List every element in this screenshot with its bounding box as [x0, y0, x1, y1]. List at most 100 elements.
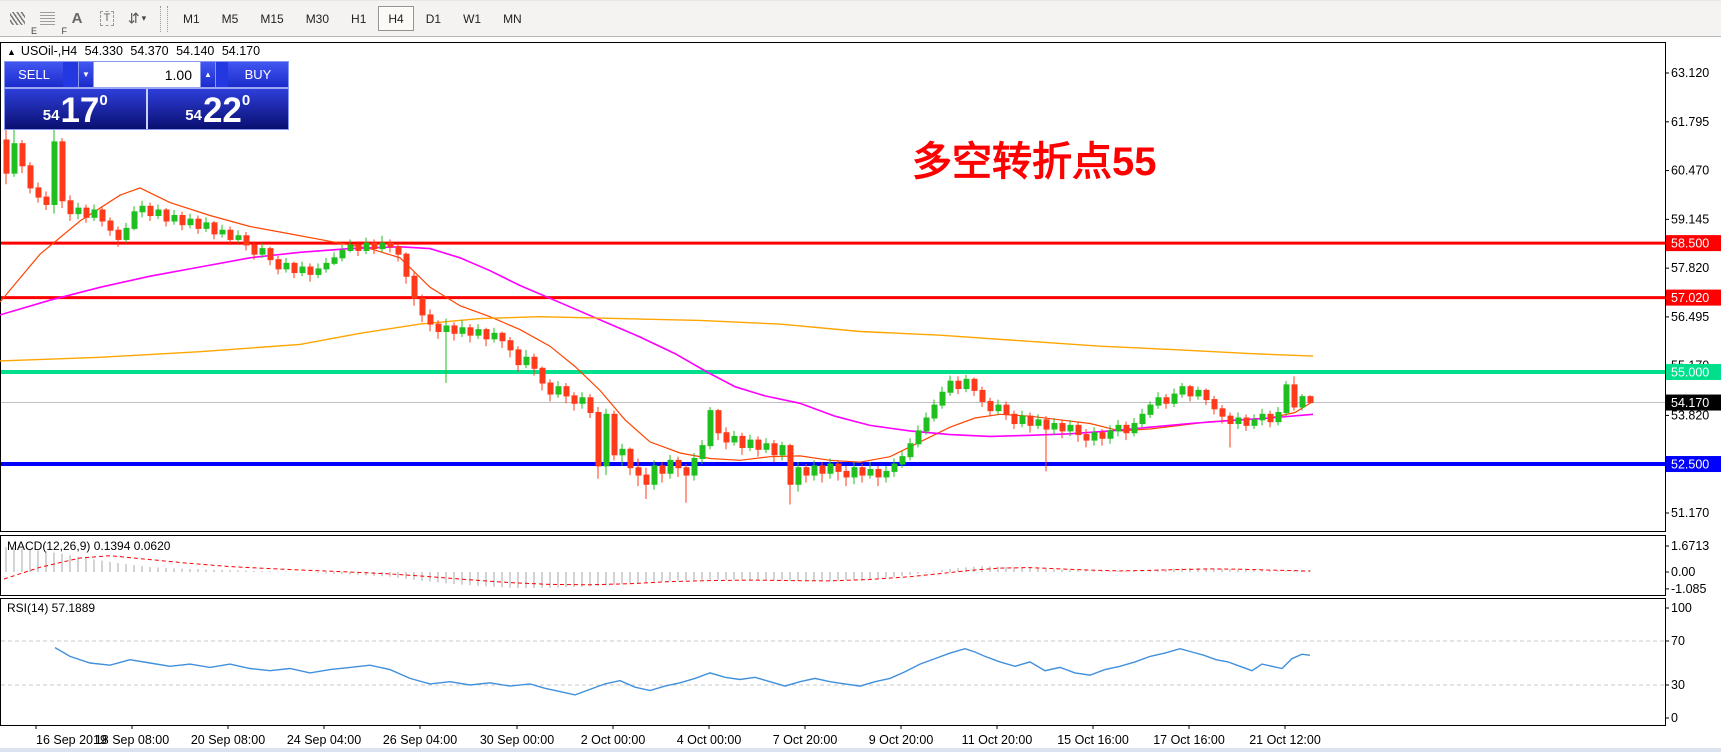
candle-body	[355, 244, 362, 251]
chart-annotation-text[interactable]: 多空转折点55	[912, 140, 1157, 184]
price-highlight-badge	[1666, 394, 1721, 411]
fibonacci-icon[interactable]: F	[32, 5, 67, 36]
candle-body	[427, 314, 434, 325]
timeframe-button-m5[interactable]: M5	[221, 11, 239, 26]
candle-body	[979, 389, 986, 402]
quote-bar: ▲ USOil-,H4 54.330 54.370 54.140 54.170	[7, 44, 264, 58]
candle-body	[587, 397, 594, 413]
lines-gallery-icon[interactable]: E	[2, 5, 37, 36]
macd-signal-line	[3, 555, 1311, 586]
candle-body	[107, 220, 114, 231]
candle-body	[235, 235, 242, 240]
rsi-line	[54, 646, 1311, 696]
candle-body	[83, 207, 90, 218]
timeframe-button-m1[interactable]: M1	[183, 11, 200, 26]
candle-body	[515, 349, 522, 366]
candle-body	[699, 445, 706, 460]
candle-body	[691, 458, 698, 476]
candle-body	[19, 143, 26, 167]
candle-body	[267, 248, 274, 261]
date-axis-label: 15 Oct 16:00	[1057, 733, 1129, 747]
candle-body	[1019, 415, 1026, 425]
timeframe-button-m15[interactable]: M15	[260, 11, 284, 26]
rsi-axis-label: 30	[1671, 678, 1685, 692]
buy-price-sup: 0	[241, 92, 251, 109]
volume-increase-button[interactable]: ▲	[200, 62, 216, 87]
candle-body	[739, 435, 746, 448]
price-highlight-label: 58.500	[1671, 237, 1709, 251]
candle-body	[211, 222, 218, 235]
candle-body	[371, 242, 378, 250]
price-highlight-label: 54.170	[1671, 396, 1709, 410]
candle-body	[507, 340, 514, 351]
candle-body	[635, 467, 642, 476]
candle-body	[683, 467, 690, 476]
text-icon[interactable]: A	[71, 10, 83, 27]
volume-input[interactable]: 1.00	[94, 62, 200, 87]
candle-body	[923, 417, 930, 432]
timeframe-button-mn[interactable]: MN	[503, 11, 522, 26]
candle-body	[259, 248, 266, 255]
candle-body	[1187, 386, 1194, 397]
buy-price-tile[interactable]: 54 22 0	[147, 89, 288, 131]
candle-body	[323, 262, 330, 270]
chevron-down-icon[interactable]: ▾	[141, 13, 147, 23]
candle-body	[499, 332, 506, 342]
candle-body	[475, 329, 482, 336]
drawing-tools-group: E F A T ⇵ ▾	[2, 5, 152, 36]
buy-price-small: 54	[185, 107, 202, 124]
candle-body	[1099, 432, 1106, 439]
sell-price-tile[interactable]: 54 17 0	[5, 89, 146, 129]
candle-body	[667, 459, 674, 474]
candle-body	[963, 378, 970, 390]
rsi-panel-frame	[0, 598, 1666, 726]
candle-body	[947, 380, 954, 393]
symbol-collapse-icon[interactable]: ▲	[7, 47, 16, 57]
candle-body	[915, 430, 922, 445]
timeframe-button-h1[interactable]: H1	[351, 11, 367, 26]
macd-axis-label: -1.085	[1671, 582, 1706, 596]
timeframe-button-m30[interactable]: M30	[305, 11, 330, 26]
candle-body	[755, 439, 762, 450]
toolbar: E F A T ⇵ ▾ M1 M5 M15 M30 H1 H4 D1 W1 MN	[0, 0, 1721, 37]
candle-body	[115, 229, 122, 240]
text-label-icon[interactable]: T	[92, 5, 122, 32]
candle-body	[283, 262, 290, 270]
date-axis-label: 18 Sep 08:00	[95, 733, 169, 747]
sell-button[interactable]: SELL	[5, 62, 63, 87]
ma-fast-red-line	[0, 187, 1314, 463]
date-axis-label: 9 Oct 20:00	[869, 733, 934, 747]
timeframe-button-h4[interactable]: H4	[378, 6, 414, 31]
timeframe-button-d1[interactable]: D1	[425, 11, 442, 26]
volume-decrease-button[interactable]: ▼	[78, 62, 94, 87]
candle-body	[291, 262, 298, 274]
one-click-trading-panel: SELL ▼ 1.00 ▲ BUY 54 17 0 54 22 0	[4, 61, 289, 130]
date-axis-label: 21 Oct 12:00	[1249, 733, 1321, 747]
quote-close: 54.170	[221, 44, 261, 58]
buy-price-big: 22	[202, 91, 242, 131]
timeframe-button-w1[interactable]: W1	[463, 11, 482, 26]
candle-body	[275, 259, 282, 270]
candle-body	[787, 445, 794, 485]
candle-body	[1251, 419, 1258, 426]
date-axis-label: 20 Sep 08:00	[191, 733, 265, 747]
candle-body	[27, 165, 34, 189]
candle-body	[91, 209, 98, 218]
candle-body	[195, 218, 202, 229]
candle-body	[627, 448, 634, 469]
candle-body	[139, 205, 146, 213]
candle-body	[1035, 419, 1042, 426]
rsi-axis-label: 70	[1671, 634, 1685, 648]
arrows-icon[interactable]: ⇵ ▾	[127, 10, 147, 26]
candle-body	[595, 411, 602, 467]
candle-body	[819, 465, 826, 474]
candle-body	[1003, 404, 1010, 415]
candle-body	[307, 266, 314, 275]
candle-body	[555, 386, 562, 395]
candle-body	[1259, 413, 1266, 421]
date-axis-label: 16 Sep 2019	[36, 733, 107, 747]
tile-divider	[145, 89, 148, 129]
candle-body	[891, 463, 898, 472]
buy-button[interactable]: BUY	[228, 62, 288, 87]
